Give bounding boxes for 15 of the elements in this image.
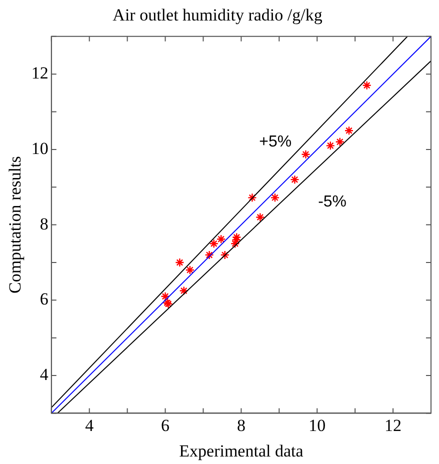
x-tick-label: 8 bbox=[236, 416, 246, 435]
x-tick-label: 6 bbox=[161, 416, 170, 435]
y-axis-title: Computation results bbox=[6, 156, 25, 294]
x-tick-label: 10 bbox=[308, 416, 326, 435]
annotation: -5% bbox=[318, 194, 347, 211]
x-tick-label: 12 bbox=[384, 416, 402, 435]
y-tick-label: 6 bbox=[40, 290, 48, 309]
y-tick-label: 10 bbox=[31, 138, 48, 158]
x-tick-label: 4 bbox=[85, 416, 94, 435]
chart-title: Air outlet humidity radio /g/kg bbox=[112, 6, 323, 25]
y-tick-label: 12 bbox=[31, 64, 48, 83]
y-tick-label: 8 bbox=[40, 214, 48, 234]
x-axis-title: Experimental data bbox=[179, 441, 304, 460]
annotation: +5% bbox=[259, 133, 292, 150]
y-tick-label: 4 bbox=[40, 364, 49, 384]
